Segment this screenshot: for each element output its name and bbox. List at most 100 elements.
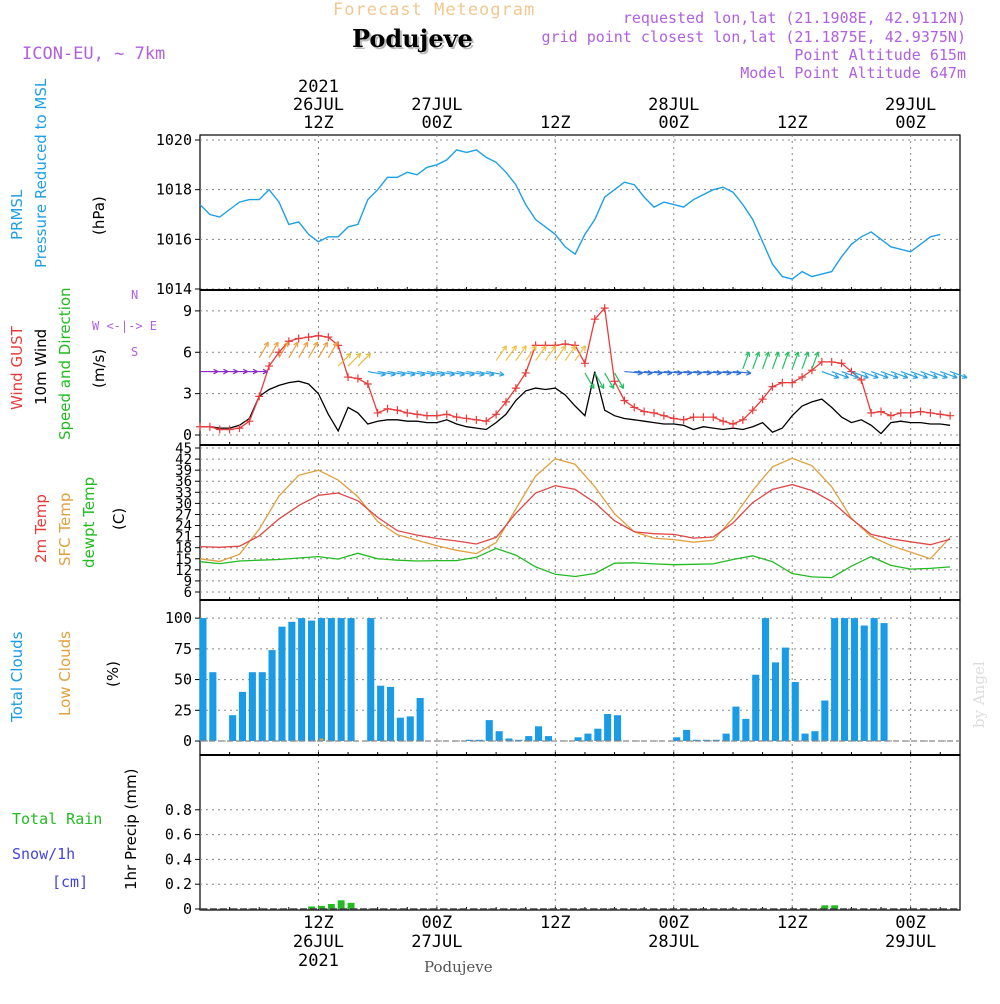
total-cloud-bar xyxy=(801,733,809,741)
gust-marker xyxy=(383,404,392,413)
clouds-label-low: Low Clouds xyxy=(56,631,74,716)
model-altitude: Model Point Altitude 647m xyxy=(740,64,966,82)
total-cloud-bar xyxy=(860,625,868,741)
gust-marker xyxy=(373,408,382,417)
total-cloud-bar xyxy=(396,717,404,741)
temperature-ytick-label: 12 xyxy=(175,563,192,579)
precipitation-ytick-label: 0 xyxy=(183,900,192,918)
pressure-ytick-label: 1018 xyxy=(156,181,192,199)
total-cloud-bar xyxy=(367,618,375,741)
gust-marker xyxy=(215,425,224,434)
point-altitude: Point Altitude 615m xyxy=(794,46,966,64)
top-time-label: 29JUL xyxy=(885,95,936,115)
wind-label-gust: Wind GUST xyxy=(8,326,26,410)
total-cloud-bar xyxy=(574,737,582,741)
wind-direction-arrow xyxy=(673,370,692,374)
wind-direction-arrow xyxy=(811,351,819,370)
wind-direction-arrow xyxy=(920,371,938,379)
total-cloud-bar xyxy=(308,620,316,741)
wind-speed-line xyxy=(200,371,951,435)
gust-marker xyxy=(610,377,619,386)
gust-marker xyxy=(324,333,333,342)
total-cloud-bar xyxy=(762,618,770,741)
wind-direction-arrow xyxy=(723,370,742,374)
wind-direction-arrowhead xyxy=(262,368,268,375)
total-cloud-bar xyxy=(752,674,760,741)
gust-marker xyxy=(699,413,708,422)
rain-bar xyxy=(327,904,335,909)
total-cloud-bar xyxy=(614,715,622,741)
total-cloud-bar xyxy=(229,715,237,741)
top-time-label: 28JUL xyxy=(648,95,699,115)
wind-direction-arrowhead xyxy=(560,345,567,351)
requested-coords: requested lon,lat (21.1908E, 42.9112N) xyxy=(622,9,966,27)
wind-direction-arrowhead xyxy=(589,383,595,390)
total-cloud-bar xyxy=(791,682,799,741)
pressure-label-msl: Pressure Reduced to MSL xyxy=(32,78,50,268)
wind-direction-arrow xyxy=(762,351,770,370)
wind-direction-arrow xyxy=(663,370,682,374)
pressure-unit: (hPa) xyxy=(90,196,108,235)
gust-marker xyxy=(462,414,471,423)
clouds-ytick-label: 50 xyxy=(174,671,192,689)
wind-ytick-label: 9 xyxy=(183,302,192,320)
wind-direction-arrowhead xyxy=(580,345,586,351)
wind-direction-arrow xyxy=(466,370,485,376)
rain-bar xyxy=(337,900,345,909)
wind-unit: (m/s) xyxy=(90,348,108,388)
wind-direction-arrow xyxy=(851,371,869,379)
precipitation-ytick-label: 0.8 xyxy=(165,801,192,819)
gust-marker xyxy=(432,411,441,420)
total-cloud-bar xyxy=(238,691,246,741)
top-time-label: 12Z xyxy=(777,113,808,133)
wind-direction-arrowhead xyxy=(764,351,770,357)
gust-marker xyxy=(265,362,274,371)
total-cloud-bar xyxy=(781,647,789,741)
gust-marker xyxy=(442,410,451,419)
wind-direction-arrow xyxy=(486,370,505,376)
wind-direction-arrow xyxy=(554,345,567,361)
clouds-ytick-label: 0 xyxy=(183,732,192,750)
wind-direction-arrow xyxy=(900,371,918,379)
rain-bar xyxy=(347,902,355,909)
wind-direction-arrow xyxy=(870,371,889,379)
compass-we: W <-|-> E xyxy=(92,319,158,333)
total-cloud-bar xyxy=(722,733,730,741)
compass-s: S xyxy=(131,345,139,359)
panel-pressure xyxy=(195,134,961,291)
wind-gust-line xyxy=(200,306,951,431)
temperature-ytick-label: 9 xyxy=(184,574,192,590)
total-cloud-bar xyxy=(831,618,839,741)
wind-direction-arrow xyxy=(357,352,372,367)
low-cloud-bar xyxy=(319,738,324,741)
gust-marker xyxy=(738,415,747,424)
gust-marker xyxy=(393,406,402,415)
bottom-time-label: 12Z xyxy=(303,913,334,933)
total-cloud-bar xyxy=(584,733,592,741)
gust-marker xyxy=(650,408,659,417)
wind-direction-arrowhead xyxy=(794,351,800,357)
pressure-line xyxy=(199,149,941,280)
wind-direction-arrow xyxy=(417,370,435,376)
total-cloud-bar xyxy=(465,739,473,741)
wind-direction-arrow xyxy=(821,371,839,379)
wind-direction-arrowhead xyxy=(833,373,840,379)
top-time-label: 00Z xyxy=(422,113,453,133)
gust-marker xyxy=(916,407,925,416)
panel-clouds xyxy=(195,599,961,756)
precip-label-snow: Snow/1h xyxy=(12,845,76,863)
total-cloud-bar xyxy=(771,662,779,741)
panel-precipitation xyxy=(195,754,961,911)
total-cloud-bar xyxy=(209,672,217,741)
clouds-ytick-label: 100 xyxy=(165,609,192,627)
wind-direction-arrow xyxy=(930,371,948,379)
wind-direction-arrow xyxy=(288,341,299,359)
total-cloud-bar xyxy=(683,729,691,741)
gust-marker xyxy=(689,413,698,422)
wind-direction-arrowhead xyxy=(942,373,948,379)
total-cloud-bar xyxy=(505,738,513,741)
rain-bar xyxy=(831,905,839,909)
temperature-ytick-label: 39 xyxy=(175,463,192,479)
gust-marker xyxy=(926,408,935,417)
gust-marker xyxy=(521,368,530,377)
